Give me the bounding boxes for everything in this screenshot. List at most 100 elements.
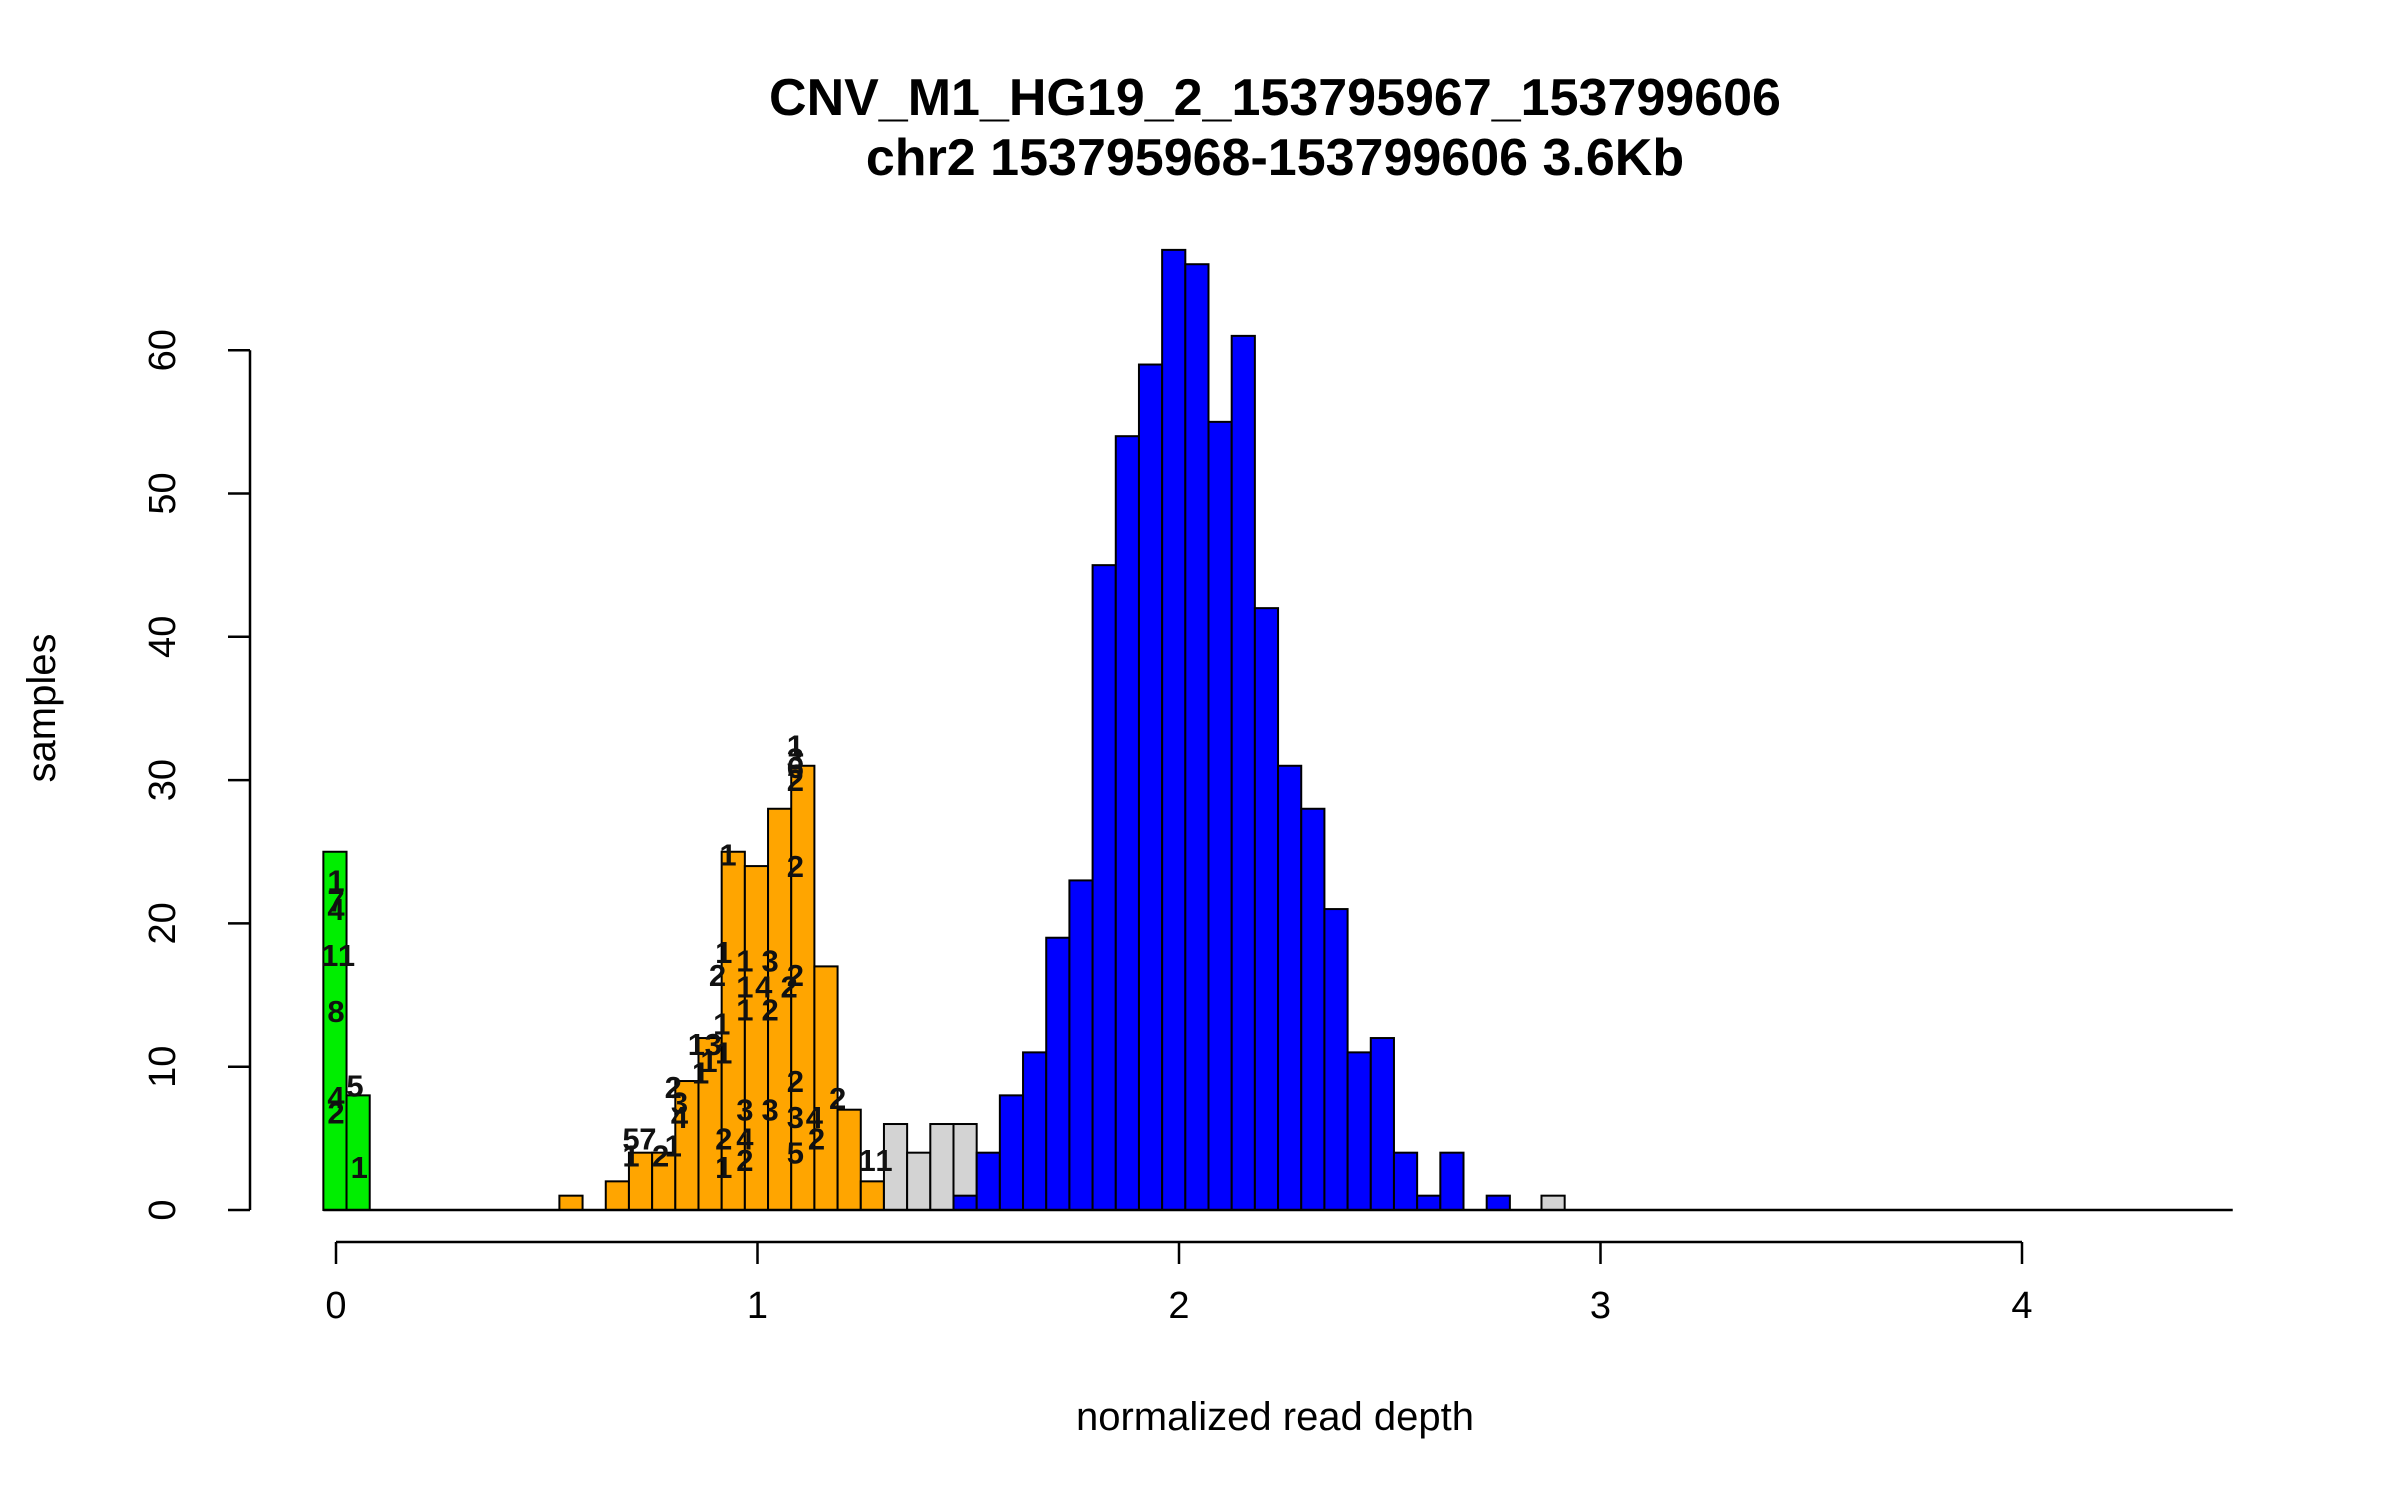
bar-blue-8 [1137, 363, 1164, 1211]
bar-blue-20 [1416, 1194, 1442, 1212]
bar-annotation: 1 [700, 1044, 717, 1079]
bar-annotation: 4 [736, 1121, 754, 1156]
bar-annotation: 3 [787, 742, 804, 777]
bar-annotation: 2 [787, 763, 804, 798]
y-tick-label: 60 [142, 329, 184, 371]
bar-annotation: 1 [736, 970, 753, 1005]
bar-blue-3 [1022, 1051, 1048, 1211]
bar-annotation: 2 [327, 1096, 344, 1131]
bar-gray-2 [929, 1123, 955, 1212]
bar-annotation: 2 [736, 1143, 753, 1178]
bar-annotation: 3 [736, 1093, 753, 1128]
bar-blue-19 [1392, 1151, 1419, 1212]
bar-blue-21 [1439, 1151, 1465, 1212]
bar-annotation: 3 [705, 1027, 722, 1062]
bar-blue-12 [1230, 334, 1256, 1211]
bar-annotation: 2 [761, 992, 778, 1027]
bars-layer [322, 248, 1566, 1212]
bar-annotation: 6 [787, 750, 804, 785]
x-tick-label: 1 [747, 1285, 768, 1327]
bar-annotation: 1 [719, 838, 736, 873]
bar-annotation: 4 [806, 1100, 824, 1135]
bar-annotation: 2 [787, 849, 804, 884]
bar-annotation: 1 [875, 1143, 892, 1178]
bar-gray-4 [1540, 1194, 1566, 1212]
bar-annotation: 2 [829, 1081, 846, 1116]
bar-annotation: 4 [327, 1080, 345, 1115]
bar-orange-1 [604, 1180, 630, 1211]
bar-gray-1 [906, 1151, 932, 1212]
bar-blue-2 [998, 1094, 1025, 1211]
bar-annotation: 5 [622, 1121, 639, 1156]
bar-annotation: 5 [346, 1068, 363, 1103]
y-tick-label: 20 [142, 902, 184, 944]
bar-annotation: 1 [665, 1129, 682, 1164]
bar-annotation: 1 [338, 938, 355, 973]
bar-blue-15 [1300, 807, 1326, 1211]
bar-annotation: 1 [787, 729, 804, 764]
bar-annotation: 2 [709, 958, 726, 993]
bar-annotation: 3 [761, 1093, 778, 1128]
bar-annotation: 2 [808, 1121, 825, 1156]
bar-blue-0 [952, 1194, 978, 1212]
bar-annotation: 1 [692, 1055, 709, 1090]
bar-annotation: 2 [780, 970, 797, 1005]
bar-blue-11 [1207, 420, 1233, 1212]
x-tick-label: 0 [325, 1285, 346, 1327]
x-tick-label: 2 [1168, 1285, 1189, 1327]
bar-annotation: 3 [787, 1100, 804, 1135]
bar-annotation: 1 [736, 944, 753, 979]
bar-annotation: 4 [327, 892, 345, 927]
x-tick-label: 3 [1590, 1285, 1611, 1327]
bar-orange-0 [558, 1194, 584, 1212]
bar-blue-13 [1253, 607, 1280, 1211]
bar-annotation: 1 [327, 863, 344, 898]
bar-annotation: 7 [639, 1121, 656, 1156]
bar-annotation: 1 [622, 1139, 639, 1174]
bar-annotation: 2 [787, 1064, 804, 1099]
bar-annotation: 1 [715, 935, 732, 970]
bar-annotation: 1 [321, 938, 338, 973]
y-tick-label: 0 [142, 1199, 184, 1220]
y-tick-label: 40 [142, 616, 184, 658]
bar-blue-9 [1161, 248, 1187, 1211]
bar-annotation: 2 [715, 1121, 732, 1156]
bar-annotation: 1 [351, 1150, 368, 1185]
bar-blue-6 [1091, 564, 1117, 1211]
bar-blue-1 [975, 1151, 1001, 1212]
bar-annotation: 2 [665, 1070, 682, 1105]
bar-annotation: 1 [713, 1007, 730, 1042]
bar-blue-5 [1068, 879, 1094, 1211]
bar-orange-12 [859, 1180, 885, 1211]
bar-blue-17 [1346, 1051, 1372, 1211]
bar-annotation: 8 [327, 994, 344, 1029]
bar-annotation: 1 [736, 992, 753, 1027]
bar-blue-4 [1045, 936, 1071, 1211]
bar-annotation: 2 [652, 1139, 669, 1174]
bar-annotation: 4 [755, 970, 773, 1005]
bar-annotation: 3 [761, 944, 778, 979]
x-tick-label: 4 [2011, 1285, 2032, 1327]
bar-annotation: 1 [688, 1027, 705, 1062]
bar-blue-10 [1184, 263, 1210, 1212]
y-tick-label: 10 [142, 1046, 184, 1088]
y-tick-label: 30 [142, 759, 184, 801]
bar-annotation: 7 [327, 884, 344, 919]
bar-annotation: 4 [671, 1100, 689, 1135]
chart-title: CNV_M1_HG19_2_153795967_153799606 [769, 69, 1781, 127]
bar-annotation: 1 [858, 1143, 875, 1178]
y-tick-label: 50 [142, 472, 184, 514]
bar-annotation: 1 [715, 1150, 732, 1185]
bar-annotation: 1 [715, 1035, 732, 1070]
bar-blue-16 [1323, 908, 1349, 1211]
bar-blue-22 [1485, 1194, 1511, 1212]
bar-blue-18 [1369, 1037, 1395, 1212]
bar-orange-11 [836, 1108, 862, 1211]
bar-blue-14 [1277, 764, 1303, 1212]
bar-blue-7 [1114, 435, 1140, 1211]
y-axis-label: samples [20, 634, 64, 783]
bar-annotation: 3 [671, 1086, 688, 1121]
